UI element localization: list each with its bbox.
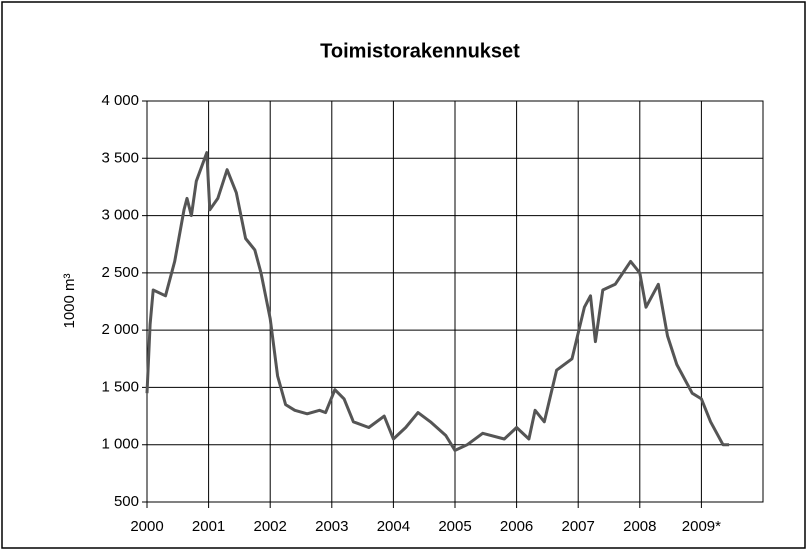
x-tick-label: 2000: [130, 518, 163, 535]
data-line: [145, 151, 730, 452]
y-tick-label: 3 000: [101, 207, 139, 224]
plot-area: [146, 100, 764, 503]
chart-title: Toimistorakennukset: [320, 40, 520, 62]
x-tick-label: 2003: [315, 518, 348, 535]
x-tick-label: 2006: [500, 518, 533, 535]
x-tick-label: 2009*: [682, 518, 721, 535]
x-tick-label: 2001: [192, 518, 225, 535]
y-tick-label: 4 000: [101, 92, 139, 109]
y-tick-label: 1 500: [101, 378, 139, 395]
x-tick-label: 2002: [254, 518, 287, 535]
y-tick-label: 2 000: [101, 321, 139, 338]
x-tick-label: 2004: [377, 518, 410, 535]
y-tick-label: 2 500: [101, 264, 139, 281]
x-tick-label: 2007: [562, 518, 595, 535]
x-tick-label: 2008: [623, 518, 656, 535]
x-tick-label: 2005: [438, 518, 471, 535]
y-tick-label: 1 000: [101, 436, 139, 453]
y-axis-label: 1000 m³: [61, 273, 78, 328]
y-tick-label: 3 500: [101, 149, 139, 166]
y-tick-label: 500: [114, 493, 139, 510]
